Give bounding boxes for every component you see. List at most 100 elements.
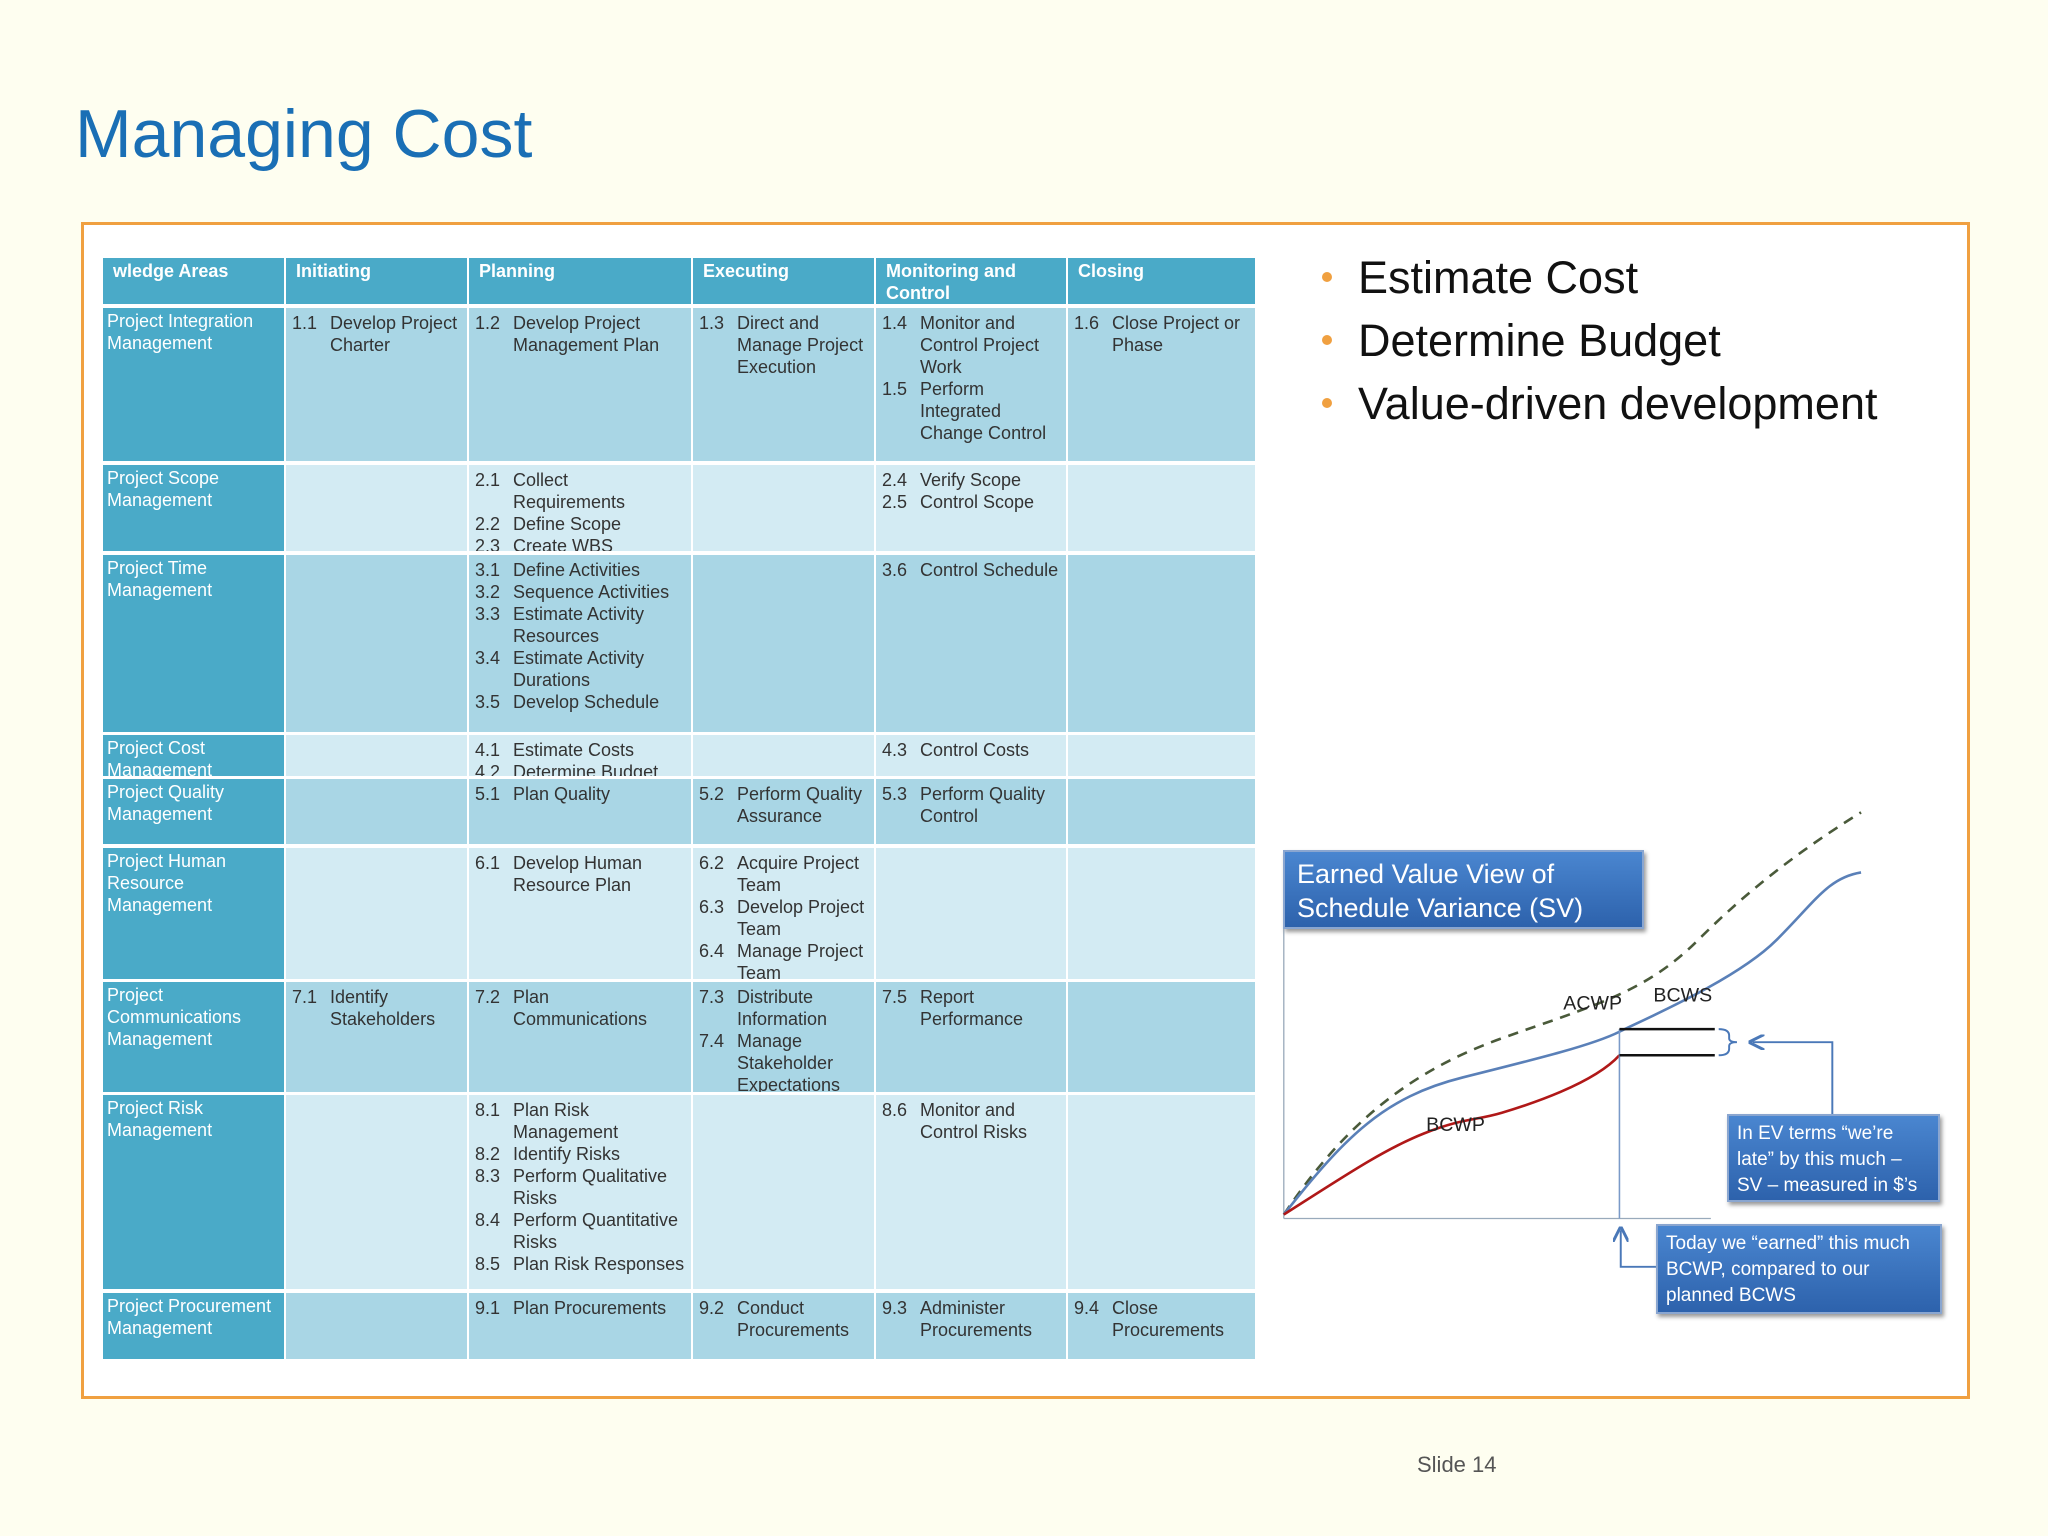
process-name: Estimate Activity Resources <box>513 604 645 646</box>
process-name: Plan Quality <box>513 784 611 804</box>
area-cell: Project Time Management <box>102 554 285 733</box>
process-number: 6.1 <box>475 853 501 873</box>
process-item: 5.2 Perform Quality Assurance <box>699 783 868 827</box>
process-name: Control Costs <box>920 740 1030 760</box>
header-cell: wledge Areas <box>102 257 285 305</box>
process-name: Manage Project Team <box>737 941 864 980</box>
process-item: 6.2 Acquire Project Team <box>699 852 868 896</box>
process-number: 8.2 <box>475 1144 501 1164</box>
process-item: 8.5 Plan Risk Responses <box>475 1253 685 1275</box>
table-cell <box>285 554 468 733</box>
table-cell: 8.1 Plan Risk Management 8.2 Identify Risks… <box>468 1094 692 1290</box>
process-name: Sequence Activities <box>513 582 670 602</box>
process-name: Perform Qualitative Risks <box>513 1166 668 1208</box>
process-item: 7.2 Plan Communications <box>475 986 685 1030</box>
table-cell: 4.3 Control Costs <box>875 734 1067 777</box>
process-name: Estimate Costs <box>513 740 635 760</box>
slide-title: Managing Cost <box>75 96 533 172</box>
process-number: 6.4 <box>699 941 725 961</box>
process-item: 3.3 Estimate Activity Resources <box>475 603 685 647</box>
table-cell <box>285 1094 468 1290</box>
process-number: 9.2 <box>699 1298 725 1318</box>
process-item: 9.3 Administer Procurements <box>882 1297 1060 1341</box>
process-number: 4.1 <box>475 740 501 760</box>
process-name: Manage Stakeholder Expectations <box>737 1031 841 1093</box>
arrow <box>1753 1042 1834 1115</box>
table-cell <box>875 847 1067 980</box>
process-item: 8.1 Plan Risk Management <box>475 1099 685 1143</box>
table-cell: 7.1 Identify Stakeholders <box>285 981 468 1093</box>
process-name: Report Performance <box>920 987 1024 1029</box>
process-item: 3.6 Control Schedule <box>882 559 1060 581</box>
process-item: 7.4 Manage Stakeholder Expectations <box>699 1030 868 1093</box>
process-name: Perform Quality Control <box>920 784 1046 826</box>
area-cell: Project Risk Management <box>102 1094 285 1290</box>
process-name: Develop Project Charter <box>330 313 458 355</box>
process-name: Close Procurements <box>1112 1298 1225 1340</box>
process-item: 7.5 Report Performance <box>882 986 1060 1030</box>
table-cell: 5.2 Perform Quality Assurance <box>692 778 875 845</box>
table-cell <box>692 464 875 552</box>
table-cell: 1.1 Develop Project Charter <box>285 307 468 462</box>
process-name: Estimate Activity Durations <box>513 648 645 690</box>
table-cell <box>692 734 875 777</box>
process-item: 4.2 Determine Budget <box>475 761 685 777</box>
process-item: 5.3 Perform Quality Control <box>882 783 1060 827</box>
header-cell: Initiating <box>285 257 468 305</box>
bcws-label: BCWS <box>1653 985 1712 1007</box>
callout: In EV terms “we’re late” by this much – … <box>1727 1114 1940 1202</box>
table-cell: 1.6 Close Project or Phase <box>1067 307 1256 462</box>
process-item: 8.3 Perform Qualitative Risks <box>475 1165 685 1209</box>
process-number: 9.4 <box>1074 1298 1100 1318</box>
process-number: 7.3 <box>699 987 725 1007</box>
table-cell: 9.2 Conduct Procurements <box>692 1292 875 1360</box>
process-name: Close Project or Phase <box>1112 313 1241 355</box>
bcwp-label: BCWP <box>1426 1114 1485 1136</box>
table-cell <box>285 1292 468 1360</box>
process-name: Control Scope <box>920 492 1035 512</box>
process-number: 8.5 <box>475 1254 501 1274</box>
process-item: 8.2 Identify Risks <box>475 1143 685 1165</box>
table-cell: 3.1 Define Activities 3.2 Sequence Activiti… <box>468 554 692 733</box>
process-item: 2.5 Control Scope <box>882 491 1060 513</box>
table-cell: 8.6 Monitor and Control Risks <box>875 1094 1067 1290</box>
table-cell <box>1067 981 1256 1093</box>
process-number: 7.1 <box>292 987 318 1007</box>
process-number: 3.1 <box>475 560 501 580</box>
process-name: Plan Risk Management <box>513 1100 619 1142</box>
process-number: 4.3 <box>882 740 908 760</box>
process-number: 7.4 <box>699 1031 725 1051</box>
table-cell: 5.1 Plan Quality <box>468 778 692 845</box>
area-cell: Project Quality Management <box>102 778 285 845</box>
process-item: 6.1 Develop Human Resource Plan <box>475 852 685 896</box>
acwp-curve <box>1282 871 1862 1216</box>
table-cell <box>692 1094 875 1290</box>
process-number: 5.1 <box>475 784 501 804</box>
process-item: 2.3 Create WBS <box>475 535 685 551</box>
table-cell: 7.2 Plan Communications <box>468 981 692 1093</box>
process-item: 5.1 Plan Quality <box>475 783 685 805</box>
process-number: 4.2 <box>475 762 501 777</box>
table-cell <box>1067 847 1256 980</box>
process-number: 6.3 <box>699 897 725 917</box>
process-name: Verify Scope <box>920 470 1022 490</box>
process-name: Develop Human Resource Plan <box>513 853 643 895</box>
bullet: Value-driven development <box>1322 378 1877 430</box>
table-cell <box>1067 554 1256 733</box>
table-cell <box>285 778 468 845</box>
table-cell: 2.1 Collect Requirements 2.2 Define Scope 2.… <box>468 464 692 552</box>
process-number: 1.1 <box>292 313 318 333</box>
table-cell <box>285 734 468 777</box>
header-cell: Planning <box>468 257 692 305</box>
table-cell: 7.3 Distribute Information 7.4 Manage Stake… <box>692 981 875 1093</box>
area-cell: Project Procurement Management <box>102 1292 285 1360</box>
header-cell: Monitoring and Control <box>875 257 1067 305</box>
process-number: 6.2 <box>699 853 725 873</box>
area-cell: Project Human Resource Management <box>102 847 285 980</box>
table-cell: 3.6 Control Schedule <box>875 554 1067 733</box>
area-cell: Project Integration Management <box>102 307 285 462</box>
area-cell: Project Communications Management <box>102 981 285 1093</box>
process-number: 7.2 <box>475 987 501 1007</box>
process-item: 1.6 Close Project or Phase <box>1074 312 1249 356</box>
